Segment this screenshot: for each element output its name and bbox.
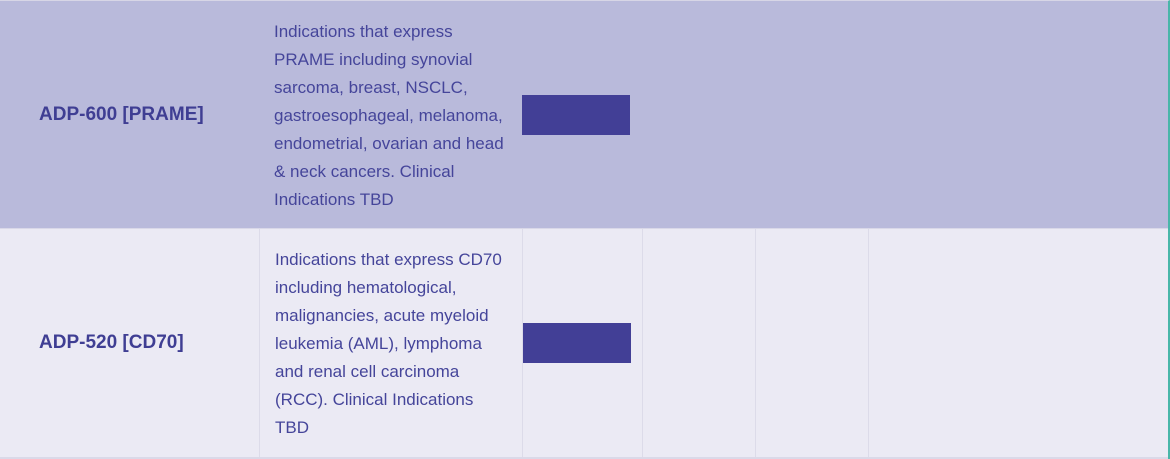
indication-description: Indications that express CD70 including … bbox=[275, 250, 502, 437]
indication-description: Indications that express PRAME including… bbox=[274, 22, 504, 209]
pipeline-row-adp-600: ADP-600 [PRAME] Indications that express… bbox=[0, 1, 1168, 228]
progress-cell bbox=[522, 229, 642, 457]
program-name: ADP-600 [PRAME] bbox=[39, 103, 204, 125]
indication-cell: Indications that express PRAME including… bbox=[259, 1, 522, 228]
progress-track bbox=[522, 94, 882, 135]
pipeline-row-adp-520: ADP-520 [CD70] Indications that express … bbox=[0, 228, 1168, 457]
stage-cell bbox=[642, 229, 755, 457]
program-cell: ADP-600 [PRAME] bbox=[0, 1, 259, 228]
stage-cell bbox=[868, 1, 1168, 228]
stage-cell bbox=[642, 1, 755, 228]
table-bottom-border bbox=[0, 457, 1168, 459]
progress-bar bbox=[523, 323, 631, 363]
stage-cell bbox=[868, 229, 1168, 457]
progress-bar bbox=[522, 94, 630, 135]
program-cell: ADP-520 [CD70] bbox=[0, 229, 259, 457]
program-name: ADP-520 [CD70] bbox=[39, 332, 184, 353]
stage-cell bbox=[755, 229, 868, 457]
stage-cell bbox=[755, 1, 868, 228]
indication-cell: Indications that express CD70 including … bbox=[259, 229, 522, 457]
progress-track bbox=[523, 323, 883, 363]
progress-cell bbox=[522, 1, 642, 228]
